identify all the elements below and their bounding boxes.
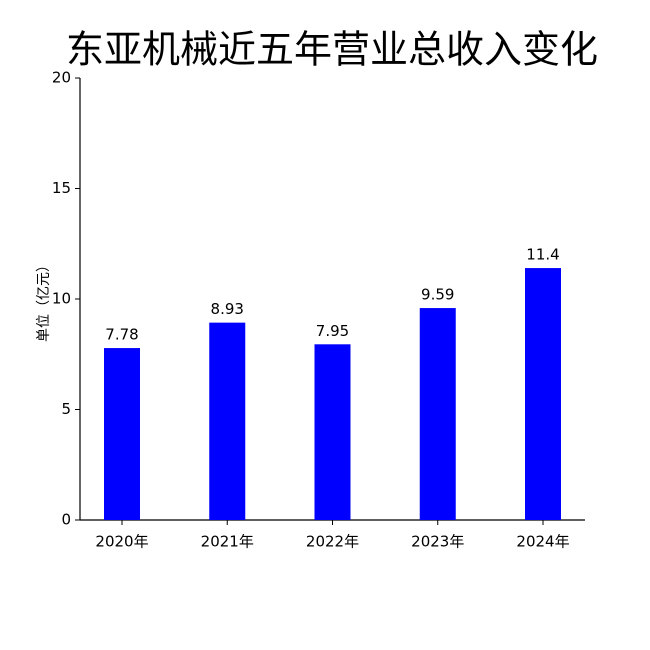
y-tick-label: 0 xyxy=(61,511,71,529)
y-axis-label: 单位（亿元） xyxy=(36,258,52,342)
y-tick-label: 10 xyxy=(52,290,71,308)
x-tick-label: 2020年 xyxy=(95,533,148,551)
x-tick-label: 2022年 xyxy=(306,533,359,551)
y-tick-label: 20 xyxy=(52,69,71,87)
x-tick-label: 2021年 xyxy=(201,533,254,551)
bar xyxy=(104,348,140,520)
chart-title: 东亚机械近五年营业总收入变化 xyxy=(66,28,598,72)
value-label: 9.59 xyxy=(421,286,454,304)
bar xyxy=(314,344,351,520)
value-label: 11.4 xyxy=(526,246,559,264)
bar xyxy=(209,322,246,520)
x-tick-label: 2023年 xyxy=(411,533,464,551)
y-tick-label: 5 xyxy=(61,400,71,418)
value-label: 7.95 xyxy=(316,322,349,340)
bar xyxy=(419,308,456,520)
value-label: 7.78 xyxy=(105,326,138,344)
x-tick-label: 2024年 xyxy=(516,533,569,551)
bar xyxy=(525,268,561,520)
value-label: 8.93 xyxy=(211,300,244,318)
y-tick-label: 15 xyxy=(52,179,71,197)
